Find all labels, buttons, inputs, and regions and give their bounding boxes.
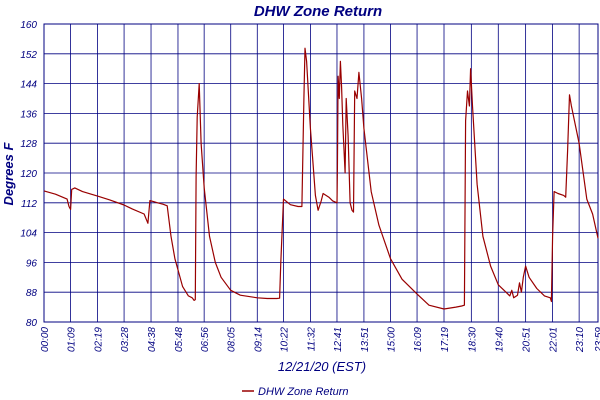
y-tick-label: 120 [20, 169, 37, 180]
y-tick-label: 128 [20, 139, 37, 150]
x-tick-label: 20:51 [522, 327, 533, 353]
x-tick-label: 15:00 [386, 327, 397, 352]
x-tick-label: 22:01 [549, 327, 560, 353]
y-axis-label: Degrees F [1, 142, 16, 206]
x-tick-label: 11:32 [306, 327, 317, 352]
series-group [43, 47, 599, 310]
x-tick-label: 04:38 [147, 327, 158, 352]
x-tick-label: 10:22 [279, 327, 290, 352]
y-tick-label: 88 [26, 288, 38, 299]
x-tick-label: 16:09 [413, 327, 424, 352]
y-tick-label: 160 [20, 20, 37, 31]
x-tick-label: 08:05 [227, 327, 238, 352]
y-tick-label: 96 [26, 258, 38, 269]
x-tick-label: 00:00 [40, 327, 51, 352]
y-tick-label: 80 [26, 318, 38, 329]
y-tick-label: 112 [21, 199, 37, 210]
y-tick-label: 136 [20, 109, 37, 120]
grid-lines [43, 23, 599, 323]
series-line [43, 47, 599, 310]
x-tick-label: 09:14 [253, 327, 264, 352]
x-tick-label: 18:30 [467, 327, 478, 352]
y-tick-label: 152 [20, 50, 37, 61]
x-tick-label: 05:48 [174, 327, 185, 352]
x-tick-label: 03:28 [120, 327, 131, 352]
x-tick-label: 23:10 [575, 327, 586, 353]
x-tick-label: 12:41 [333, 327, 344, 352]
x-tick-label: 01:09 [67, 327, 78, 352]
x-tick-label: 13:51 [360, 327, 371, 352]
legend: DHW Zone Return [242, 386, 348, 398]
y-tick-labels: 80 88 96 104 112 120 128 136 144 152 160 [20, 20, 37, 329]
x-tick-labels: 00:00 01:09 02:19 03:28 04:38 05:48 06:56 08:05… [40, 327, 600, 353]
x-tick-label: 17:19 [440, 327, 451, 352]
y-tick-label: 144 [20, 80, 37, 91]
chart-title: DHW Zone Return [254, 3, 382, 20]
y-tick-label: 104 [20, 229, 37, 240]
x-tick-label: 23:59 [594, 327, 600, 353]
x-axis-label: 12/21/20 (EST) [278, 359, 366, 374]
x-tick-label: 06:56 [200, 327, 211, 352]
x-tick-label: 19:40 [494, 327, 505, 352]
x-tick-label: 02:19 [94, 327, 105, 352]
legend-label: DHW Zone Return [258, 386, 348, 398]
